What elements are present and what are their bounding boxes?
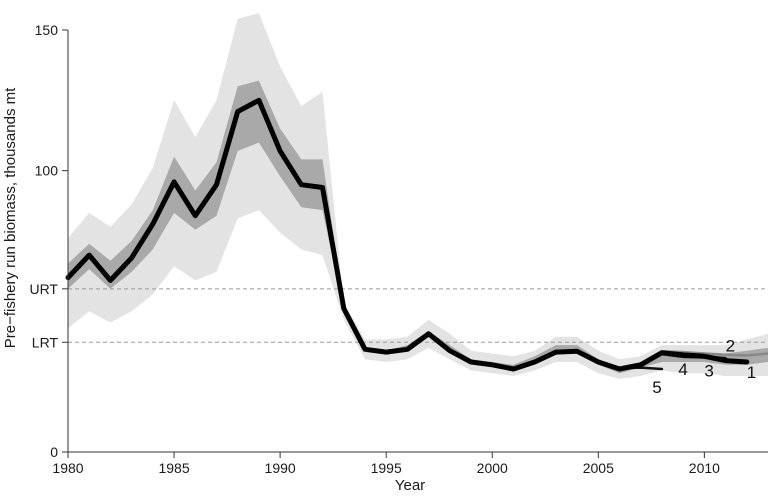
x-tick-label: 1990 [265,460,296,476]
x-tick-label: 2010 [689,460,720,476]
x-tick-label: 2005 [583,460,614,476]
series-line-1 [65,97,750,372]
x-tick-label: 2000 [477,460,508,476]
x-axis-title: Year [395,477,425,494]
y-tick-label: 100 [35,163,59,179]
series-label-2: 2 [726,337,735,356]
x-tick-label: 1995 [371,460,402,476]
series-label-4: 4 [678,360,687,379]
series-label-1: 1 [747,363,756,382]
y-tick-label: 150 [35,22,59,38]
axes: 0 LRT URT 100 150 1980 1985 1990 1995 2000 2005 201… [29,22,768,476]
y-tick-label: 0 [50,444,58,460]
y-tick-label: LRT [32,334,59,350]
series-label-5: 5 [652,378,661,397]
x-tick-label: 1985 [158,460,189,476]
series-label-3: 3 [704,361,713,380]
y-axis-title: Pre−fishery run biomass, thousands mt [2,87,19,348]
uncertainty-bands [68,13,768,379]
y-tick-label: URT [29,281,58,297]
series-lines [65,97,768,372]
x-tick-label: 1980 [52,460,83,476]
